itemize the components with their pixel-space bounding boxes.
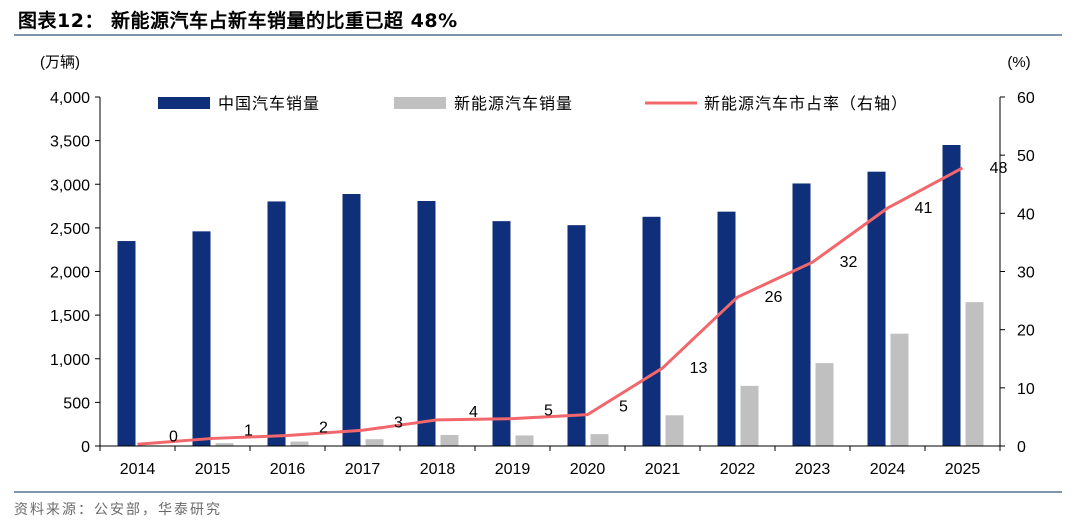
share-data-label: 4	[469, 404, 478, 421]
left-tick-label: 2,500	[50, 221, 90, 238]
bar-nev-sales	[815, 363, 834, 446]
share-data-label: 1	[244, 422, 253, 439]
right-tick-label: 50	[1017, 148, 1035, 165]
x-axis: 2014 2015 2016 2017 2018 2019 2020 2021 2022 2023…	[99, 446, 1001, 478]
figure-title: 图表12： 新能源汽车占新车销量的比重已超 48%	[18, 10, 458, 32]
top-divider	[14, 34, 1062, 36]
x-tick-label: 2022	[720, 461, 756, 478]
right-tick-label: 20	[1017, 323, 1035, 340]
x-tick-label: 2020	[570, 461, 606, 478]
bar-total-sales	[717, 211, 736, 446]
legend-label-share: 新能源汽车市占率（右轴）	[704, 95, 908, 113]
left-tick-label: 1,500	[50, 308, 90, 325]
share-data-label: 2	[319, 420, 328, 437]
right-tick-label: 60	[1017, 90, 1035, 107]
share-data-label: 0	[169, 428, 178, 445]
left-tick-label: 4,000	[50, 90, 90, 107]
bar-total-sales	[342, 194, 361, 446]
share-data-label: 48	[990, 160, 1008, 177]
right-tick-label: 40	[1017, 206, 1035, 223]
left-axis: 0 500 1,000 1,500 2,000 2,500 3,000 3,500 4,000	[50, 90, 100, 456]
x-tick-label: 2015	[195, 461, 231, 478]
bar-nev-sales	[365, 439, 384, 446]
bar-total-sales	[567, 225, 586, 446]
bar-nev-sales	[440, 435, 459, 446]
share-data-label: 5	[544, 403, 553, 420]
legend-swatch-total	[158, 97, 210, 109]
bar-total-sales	[942, 144, 961, 447]
legend: 中国汽车销量 新能源汽车销量 新能源汽车市占率（右轴）	[158, 95, 908, 113]
x-tick-label: 2017	[345, 461, 381, 478]
combo-chart: (万辆) (%) 05001,0001,5002,0002,5003,0003,…	[40, 54, 1035, 478]
right-axis-unit: (%)	[1007, 54, 1030, 71]
bar-total-sales	[867, 171, 886, 446]
share-data-label: 26	[765, 289, 783, 306]
left-axis-unit: (万辆)	[40, 54, 80, 71]
bar-nev-sales	[290, 441, 309, 446]
x-tick-label: 2025	[945, 461, 981, 478]
legend-swatch-nev	[394, 97, 446, 109]
left-tick-label: 500	[63, 395, 90, 412]
bar-total-sales	[117, 241, 136, 446]
left-tick-label: 0	[81, 439, 90, 456]
bar-total-sales	[792, 183, 811, 446]
x-tick-label: 2019	[495, 461, 531, 478]
bar-nev-sales	[740, 385, 759, 446]
x-tick-label: 2014	[120, 461, 156, 478]
share-line	[137, 166, 964, 446]
left-tick-label: 3,500	[50, 134, 90, 151]
bar-nev-sales	[215, 443, 234, 446]
source-note: 资料来源：公安部，华泰研究	[14, 502, 222, 518]
x-tick-label: 2023	[795, 461, 831, 478]
right-tick-label: 30	[1017, 265, 1035, 282]
bar-nev-sales	[590, 434, 609, 446]
right-tick-label: 0	[1017, 439, 1026, 456]
left-tick-label: 1,000	[50, 352, 90, 369]
bar-total-sales	[642, 216, 661, 446]
left-tick-label: 3,000	[50, 177, 90, 194]
left-tick-label: 2,000	[50, 265, 90, 282]
legend-label-nev: 新能源汽车销量	[454, 95, 573, 113]
bar-total-sales	[417, 201, 436, 446]
share-line-layer: 0 1 2 3 4 5 5 13 26 32 41 48	[137, 160, 1008, 446]
share-data-label: 41	[915, 200, 933, 217]
bottom-divider	[14, 491, 1062, 493]
legend-label-total: 中国汽车销量	[218, 95, 320, 113]
bar-total-sales	[192, 231, 211, 446]
bar-nev-sales	[965, 302, 984, 446]
bars	[117, 144, 984, 447]
share-data-label: 5	[619, 399, 628, 416]
bar-nev-sales	[515, 435, 534, 446]
x-tick-label: 2021	[645, 461, 681, 478]
right-tick-label: 10	[1017, 381, 1035, 398]
share-data-label: 3	[394, 414, 403, 431]
bar-total-sales	[267, 201, 286, 446]
right-axis: 0 10 20 30 40 50 60	[1000, 90, 1035, 456]
x-tick-label: 2018	[420, 461, 456, 478]
bar-nev-sales	[665, 415, 684, 446]
share-data-label: 13	[690, 360, 708, 377]
bar-total-sales	[492, 221, 511, 446]
x-tick-label: 2024	[870, 461, 906, 478]
share-data-label: 32	[840, 254, 858, 271]
bar-nev-sales	[890, 333, 909, 446]
x-tick-label: 2016	[270, 461, 306, 478]
axes-lines	[99, 97, 1001, 447]
